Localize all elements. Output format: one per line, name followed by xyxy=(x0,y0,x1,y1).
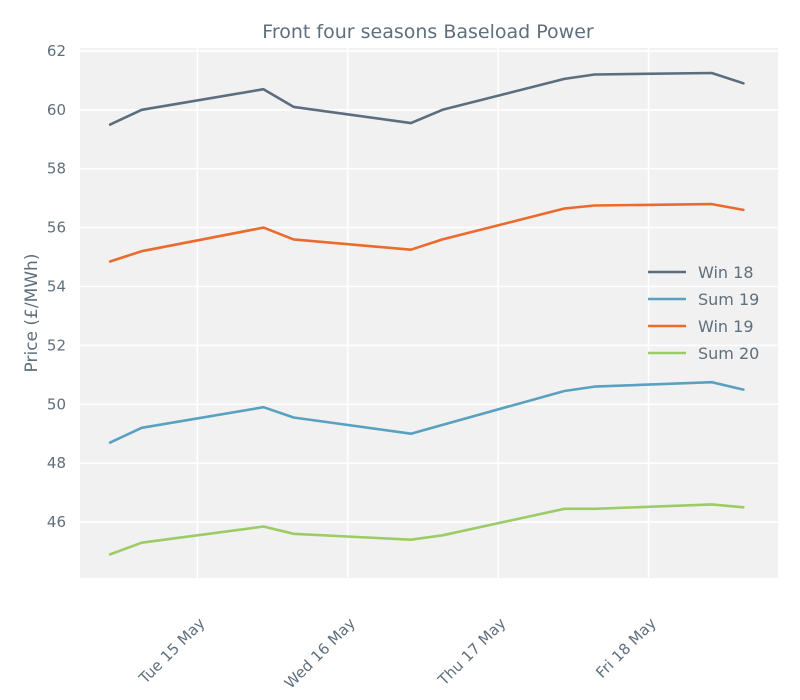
legend-label: Sum 20 xyxy=(698,344,759,363)
y-tick-label: 58 xyxy=(47,160,66,178)
y-tick-label: 62 xyxy=(47,42,66,60)
y-tick-label: 52 xyxy=(47,336,66,354)
series-line xyxy=(108,503,745,556)
legend: Win 18 Sum 19 Win 19 Sum 20 xyxy=(648,263,759,363)
x-tick-label: Wed 16 May xyxy=(281,614,359,692)
series-line xyxy=(108,71,745,126)
y-tick-label: 56 xyxy=(47,219,66,237)
x-tick-label: Thu 17 May xyxy=(434,614,510,690)
plot-area xyxy=(80,48,778,578)
y-tick-label: 54 xyxy=(47,278,66,296)
series-lines xyxy=(108,71,745,556)
y-axis-ticks: 46 48 50 52 54 56 58 60 62 xyxy=(47,42,66,531)
grid-lines xyxy=(80,48,778,578)
y-tick-label: 48 xyxy=(47,454,66,472)
legend-label: Win 19 xyxy=(698,317,754,336)
series-line xyxy=(108,380,745,444)
legend-label: Win 18 xyxy=(698,263,754,282)
x-tick-label: Tue 15 May xyxy=(135,614,209,688)
legend-label: Sum 19 xyxy=(698,290,759,309)
y-tick-label: 46 xyxy=(47,513,66,531)
series-line xyxy=(108,202,745,263)
x-tick-label: Fri 18 May xyxy=(592,614,660,682)
chart-title: Front four seasons Baseload Power xyxy=(262,21,594,43)
x-axis-ticks: Tue 15 May Wed 16 May Thu 17 May Fri 18 May xyxy=(135,614,660,692)
y-tick-label: 50 xyxy=(47,395,66,413)
y-tick-label: 60 xyxy=(47,101,66,119)
y-axis-label: Price (£/MWh) xyxy=(22,254,42,373)
